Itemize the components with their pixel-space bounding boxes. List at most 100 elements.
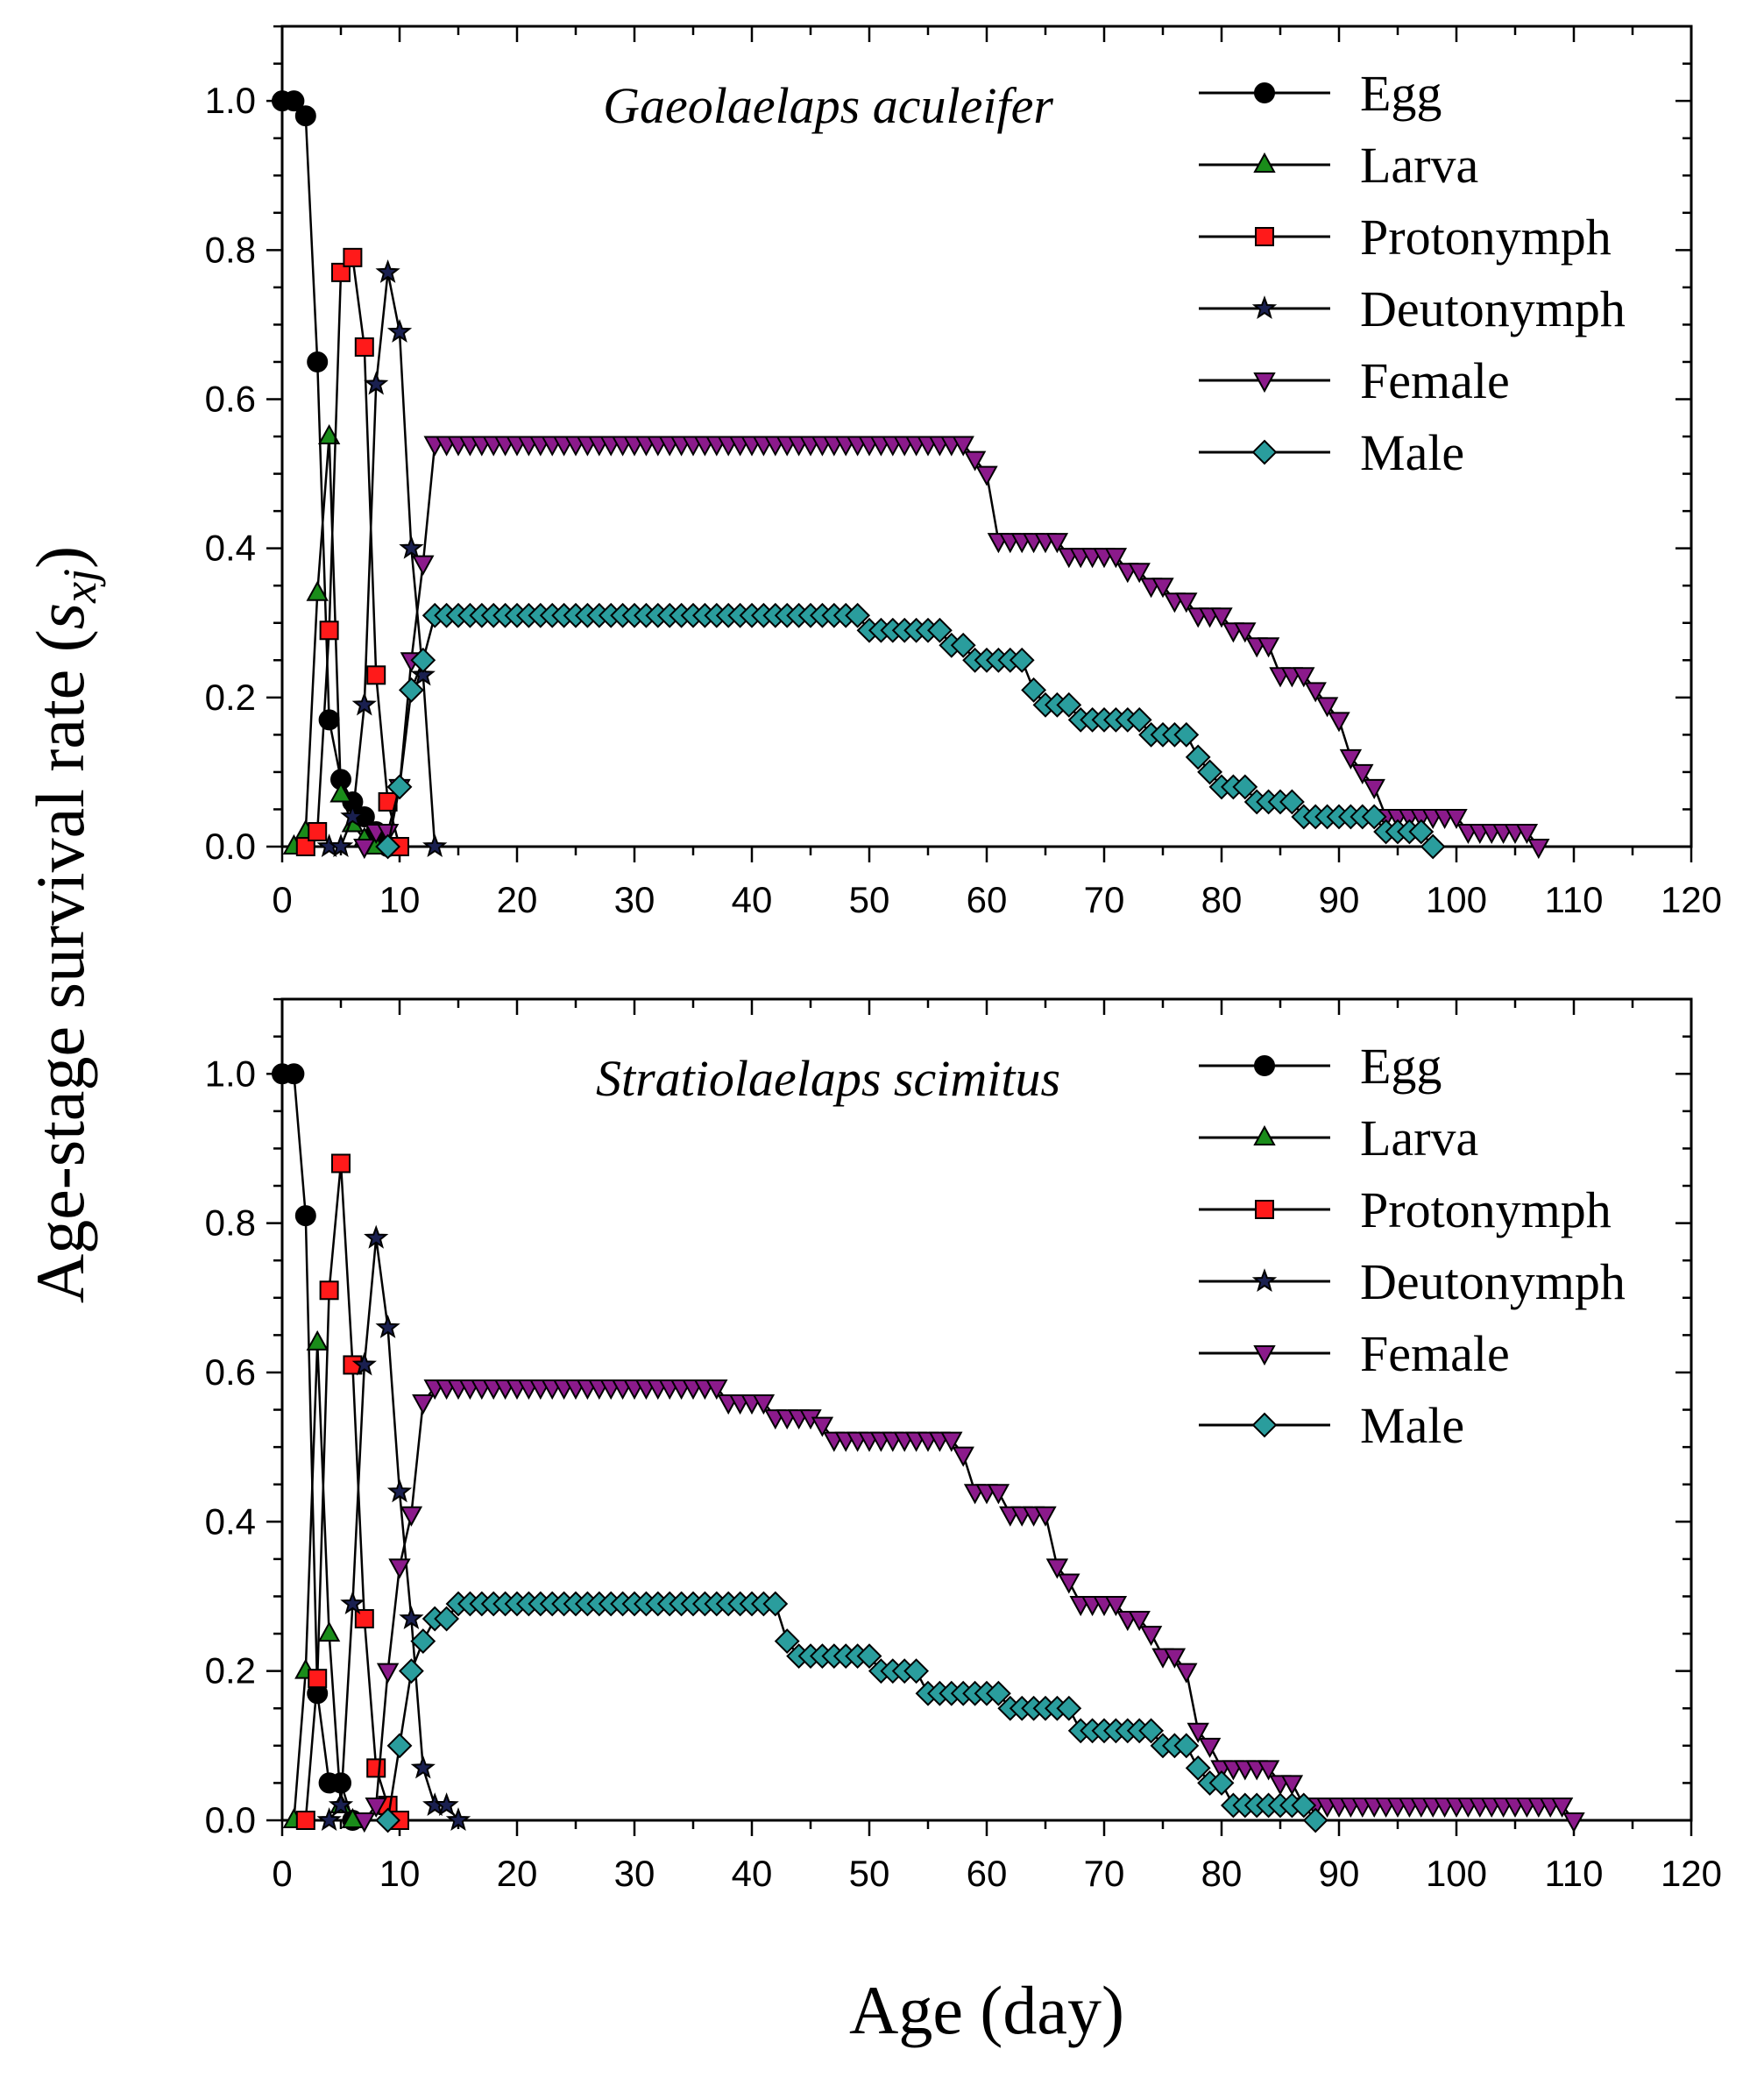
- x-tick-label: 50: [849, 1853, 890, 1894]
- data-point: [1009, 647, 1035, 673]
- y-tick-label: 0.0: [205, 826, 256, 867]
- data-point: [811, 1416, 834, 1437]
- data-point: [774, 1628, 800, 1654]
- legend-marker: [1253, 1124, 1276, 1145]
- data-point: [399, 535, 424, 559]
- x-tick-label: 10: [379, 1853, 421, 1894]
- series-egg: [272, 1063, 364, 1831]
- data-point: [375, 1314, 400, 1338]
- data-point: [366, 665, 386, 685]
- data-point: [410, 1628, 436, 1654]
- data-point: [1139, 1626, 1163, 1647]
- y-tick-label: 0.6: [205, 1351, 256, 1393]
- x-tick-label: 120: [1661, 1853, 1722, 1894]
- x-tick-label: 20: [497, 879, 538, 920]
- legend-entry-larva: Larva: [1360, 1110, 1478, 1167]
- data-point: [1328, 712, 1350, 733]
- data-point: [1315, 697, 1339, 718]
- y-tick-label: 0.0: [205, 1799, 256, 1840]
- legend-marker: [1254, 1055, 1275, 1076]
- data-point: [295, 837, 315, 856]
- data-point: [1197, 759, 1223, 785]
- data-point: [1151, 578, 1174, 599]
- data-point: [903, 1658, 930, 1684]
- data-point: [1021, 677, 1047, 703]
- data-point: [386, 1733, 413, 1759]
- data-point: [319, 621, 339, 641]
- legend-marker: [1253, 372, 1276, 394]
- data-point: [306, 580, 329, 601]
- legend-marker: [1251, 1268, 1278, 1293]
- data-point: [1104, 548, 1128, 569]
- series-larva: [282, 1330, 365, 1828]
- legend-marker: [1251, 295, 1278, 320]
- data-point: [1351, 763, 1374, 784]
- data-point: [1198, 1737, 1222, 1758]
- legend-marker: [1251, 439, 1278, 465]
- data-point: [283, 1063, 305, 1085]
- legend-entry-egg: Egg: [1360, 1038, 1442, 1095]
- data-point: [1361, 804, 1387, 830]
- data-point: [412, 1394, 435, 1415]
- data-point: [343, 247, 363, 267]
- data-point: [328, 833, 354, 858]
- legend-entry-protonymph: Protonymph: [1360, 1181, 1612, 1238]
- legend-entry-larva: Larva: [1360, 137, 1478, 194]
- data-point: [1056, 691, 1082, 718]
- data-point: [308, 1669, 328, 1689]
- data-point: [434, 1792, 459, 1817]
- data-point: [1056, 1695, 1082, 1721]
- x-tick-label: 30: [614, 1853, 655, 1894]
- data-point: [1232, 774, 1258, 800]
- data-point: [353, 839, 376, 860]
- series-line: [304, 1163, 400, 1821]
- data-point: [1185, 744, 1211, 770]
- data-point: [705, 1379, 728, 1401]
- x-tick-label: 60: [967, 1853, 1008, 1894]
- data-point: [366, 1758, 386, 1778]
- series-protonymph: [295, 247, 409, 856]
- series-line: [386, 1602, 1317, 1821]
- data-point: [1034, 1506, 1057, 1527]
- legend-marker: [1253, 1345, 1276, 1366]
- data-point: [1058, 1573, 1080, 1594]
- data-point: [386, 774, 413, 800]
- x-tick-label: 90: [1319, 879, 1360, 920]
- series-male: [375, 1591, 1328, 1833]
- legend: Egg Larva Protonymph Deutonymph Female Male: [1199, 65, 1626, 481]
- data-point: [1445, 808, 1468, 830]
- data-point: [410, 1755, 436, 1779]
- legend-marker: [1251, 1412, 1278, 1438]
- x-tick-label: 60: [967, 879, 1008, 920]
- x-tick-label: 80: [1201, 879, 1243, 920]
- data-point: [1234, 622, 1257, 643]
- legend: Egg Larva Protonymph Deutonymph Female Male: [1199, 1038, 1626, 1454]
- data-point: [926, 617, 953, 643]
- data-point: [1280, 1775, 1304, 1796]
- data-point: [316, 1807, 342, 1832]
- x-tick-label: 40: [732, 879, 773, 920]
- data-point: [845, 602, 871, 628]
- data-point: [307, 351, 329, 372]
- data-point: [1045, 533, 1069, 554]
- data-point: [1550, 1797, 1574, 1819]
- y-tick-label: 0.8: [205, 1202, 256, 1244]
- data-point: [1562, 1812, 1585, 1833]
- data-point: [1363, 778, 1385, 800]
- data-point: [375, 1807, 401, 1833]
- data-point: [294, 1205, 316, 1227]
- data-point: [1257, 637, 1280, 658]
- data-point: [1408, 819, 1435, 845]
- data-point: [1302, 1807, 1328, 1833]
- y-tick-label: 1.0: [205, 80, 256, 121]
- data-point: [1175, 1663, 1198, 1684]
- x-tick-label: 20: [497, 1853, 538, 1894]
- x-tick-label: 90: [1319, 1853, 1360, 1894]
- data-point: [410, 647, 436, 673]
- data-point: [294, 105, 316, 127]
- data-point: [375, 833, 401, 860]
- data-point: [386, 318, 413, 343]
- data-point: [412, 555, 435, 576]
- data-point: [340, 1591, 365, 1615]
- x-tick-label: 0: [272, 879, 292, 920]
